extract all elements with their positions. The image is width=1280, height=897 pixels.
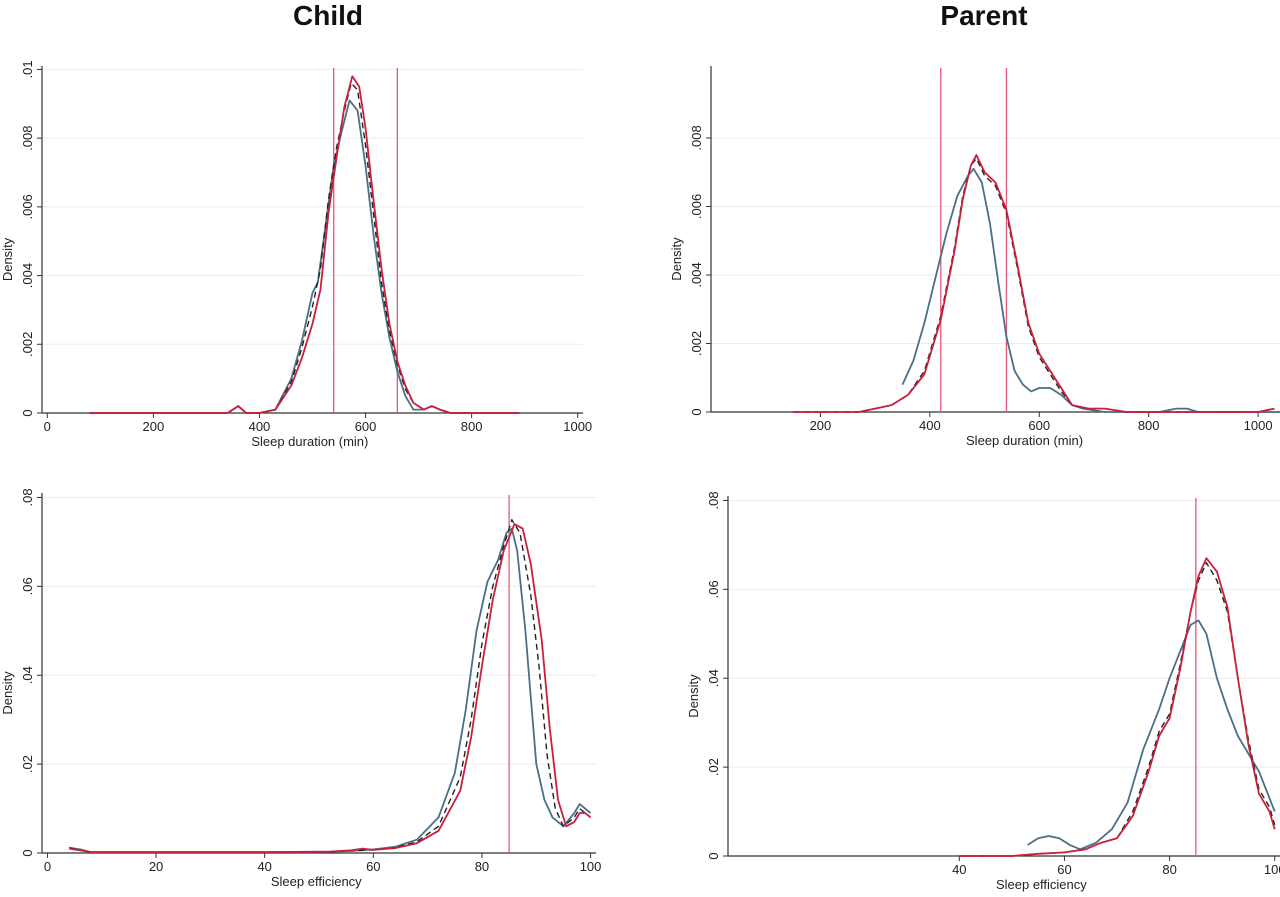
child-efficiency-x-tick-label: 40 — [257, 859, 271, 874]
child-duration-x-tick-label: 200 — [143, 419, 165, 434]
parent-column-title: Parent — [940, 0, 1028, 31]
child-efficiency-y-tick-label: .06 — [20, 577, 35, 595]
child-column-title: Child — [293, 0, 363, 31]
child-duration-y-axis-title: Density — [0, 237, 15, 281]
parent-efficiency-y-tick-label: .06 — [706, 580, 721, 598]
parent-efficiency-x-tick-label: 60 — [1057, 862, 1071, 877]
parent-duration-x-tick-label: 800 — [1138, 418, 1160, 433]
child-efficiency-x-tick-label: 20 — [149, 859, 163, 874]
child-efficiency-y-tick-label: .02 — [20, 755, 35, 773]
parent-efficiency-x-tick-label: 80 — [1162, 862, 1176, 877]
child-efficiency-chart: 0 .02 .04 .06 .08 0 20 40 60 80 100 Sleep efficienc… — [0, 488, 601, 889]
child-efficiency-y-tick-label: .04 — [20, 666, 35, 684]
child-duration-chart: 0 .002 .004 .006 .008 .01 0 200 400 600 800 1000 Sle… — [0, 60, 592, 449]
parent-efficiency-y-tick-label: .02 — [706, 758, 721, 776]
parent-efficiency-y-axis-title: Density — [686, 674, 701, 718]
parent-efficiency-x-tick-label: 100 — [1264, 862, 1280, 877]
parent-efficiency-x-tick-label: 40 — [952, 862, 966, 877]
parent-efficiency-y-tick-label: 0 — [706, 852, 721, 859]
parent-duration-chart: 0 .002 .004 .006 .008 200 400 600 800 1000 Sleep d… — [669, 66, 1280, 448]
child-duration-series-red — [89, 75, 520, 414]
parent-duration-x-axis-title: Sleep duration (min) — [966, 433, 1083, 448]
parent-efficiency-series-red — [959, 557, 1276, 857]
parent-efficiency-series-blue — [1027, 619, 1276, 851]
parent-duration-y-tick-label: 0 — [689, 408, 704, 415]
child-duration-x-tick-label: 1000 — [563, 419, 592, 434]
parent-duration-x-tick-label: 200 — [810, 418, 832, 433]
child-duration-y-tick-label: 0 — [20, 409, 35, 416]
child-efficiency-x-tick-label: 0 — [44, 859, 51, 874]
parent-duration-x-tick-label: 400 — [919, 418, 941, 433]
child-duration-y-tick-label: .006 — [20, 194, 35, 219]
child-duration-x-tick-label: 0 — [44, 419, 51, 434]
parent-duration-y-tick-label: .004 — [689, 262, 704, 287]
child-efficiency-y-tick-label: 0 — [20, 849, 35, 856]
child-duration-x-axis-title: Sleep duration (min) — [251, 434, 368, 449]
child-duration-x-tick-label: 400 — [249, 419, 271, 434]
child-efficiency-x-tick-label: 100 — [580, 859, 602, 874]
child-duration-series-dashed — [89, 82, 520, 414]
child-duration-x-tick-label: 600 — [355, 419, 377, 434]
child-duration-y-tick-label: .002 — [20, 332, 35, 357]
child-efficiency-series-blue — [69, 527, 592, 853]
parent-duration-x-tick-label: 1000 — [1244, 418, 1273, 433]
child-duration-series-blue — [89, 99, 520, 414]
parent-duration-series-blue — [901, 167, 1280, 413]
parent-duration-y-tick-label: .008 — [689, 125, 704, 150]
child-efficiency-y-axis-title: Density — [0, 671, 15, 715]
child-duration-y-tick-label: .004 — [20, 263, 35, 288]
child-efficiency-series-dashed — [69, 519, 592, 853]
parent-efficiency-chart: 0 .02 .04 .06 .08 40 60 80 100 Sleep efficiency De… — [686, 491, 1280, 892]
child-efficiency-x-axis-title: Sleep efficiency — [271, 874, 362, 889]
child-efficiency-y-tick-label: .08 — [20, 488, 35, 506]
parent-duration-x-tick-label: 600 — [1028, 418, 1050, 433]
parent-efficiency-y-tick-label: .08 — [706, 491, 721, 509]
parent-efficiency-y-tick-label: .04 — [706, 669, 721, 687]
child-efficiency-x-tick-label: 80 — [475, 859, 489, 874]
child-duration-y-tick-label: .01 — [20, 60, 35, 78]
parent-duration-series-red — [793, 154, 1275, 413]
parent-duration-y-tick-label: .006 — [689, 194, 704, 219]
child-duration-y-tick-label: .008 — [20, 125, 35, 150]
parent-duration-y-tick-label: .002 — [689, 331, 704, 356]
child-efficiency-series-red — [69, 523, 592, 853]
parent-duration-series-dashed — [793, 157, 1275, 413]
child-efficiency-x-tick-label: 60 — [366, 859, 380, 874]
parent-efficiency-x-axis-title: Sleep efficiency — [996, 877, 1087, 892]
child-duration-x-tick-label: 800 — [461, 419, 483, 434]
parent-duration-y-axis-title: Density — [669, 237, 684, 281]
